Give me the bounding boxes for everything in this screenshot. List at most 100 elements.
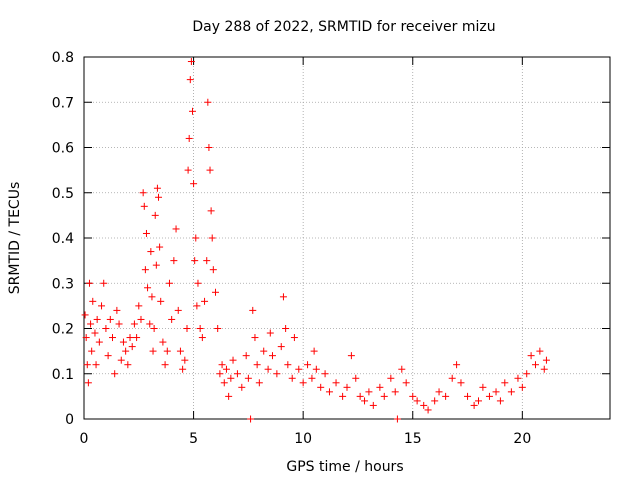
data-point (253, 361, 261, 369)
data-point (457, 379, 465, 387)
data-point (470, 401, 478, 409)
data-point (266, 329, 274, 337)
data-point (277, 343, 285, 351)
data-point (170, 257, 178, 265)
data-point (206, 166, 214, 174)
data-point (387, 374, 395, 382)
data-point (83, 361, 91, 369)
data-point (279, 293, 287, 301)
data-point (442, 392, 450, 400)
data-point (168, 315, 176, 323)
chart-title: Day 288 of 2022, SRMTID for receiver miz… (192, 19, 495, 35)
data-point (225, 392, 233, 400)
data-point (507, 388, 515, 396)
data-point (332, 379, 340, 387)
data-point (424, 406, 432, 414)
data-point (321, 370, 329, 378)
data-point (273, 370, 281, 378)
data-point (492, 388, 500, 396)
data-point (376, 383, 384, 391)
data-point (119, 338, 127, 346)
data-point (183, 325, 191, 332)
data-point (393, 415, 401, 423)
data-point (540, 365, 548, 373)
y-tick-label: 0.8 (52, 50, 74, 66)
data-point (435, 388, 443, 396)
data-point (179, 365, 187, 373)
data-point (251, 334, 259, 342)
data-point (380, 392, 388, 400)
data-point (190, 180, 198, 188)
data-point (208, 234, 216, 242)
data-points (81, 58, 550, 423)
data-point (163, 347, 171, 355)
data-point (536, 347, 544, 355)
data-point (523, 370, 531, 378)
data-point (124, 361, 132, 369)
data-point (82, 334, 90, 342)
data-point (198, 334, 206, 342)
data-point (135, 302, 143, 310)
data-point (151, 211, 159, 219)
data-point (147, 248, 155, 256)
data-point (201, 297, 209, 305)
data-point (122, 347, 130, 355)
data-point (188, 107, 196, 115)
data-point (137, 315, 145, 323)
x-tick-label: 0 (80, 431, 89, 447)
data-point (413, 397, 421, 405)
data-point (229, 356, 237, 364)
data-point (402, 379, 410, 387)
data-point (268, 352, 276, 360)
data-point (193, 302, 201, 310)
data-point (95, 338, 103, 346)
data-point (128, 343, 136, 351)
data-point (165, 279, 173, 287)
data-point (347, 352, 355, 360)
data-point (146, 320, 154, 328)
data-point (295, 365, 303, 373)
data-point (214, 325, 222, 332)
data-point (304, 361, 312, 369)
data-point (227, 374, 235, 382)
data-point (111, 370, 119, 378)
data-point (222, 365, 230, 373)
data-point (153, 184, 161, 192)
data-point (485, 392, 493, 400)
x-axis-ticks: 0 5 10 15 20 (80, 57, 531, 447)
data-point (212, 288, 219, 296)
data-point (448, 374, 456, 382)
data-point (184, 166, 192, 174)
data-point (325, 388, 333, 396)
data-point (150, 325, 158, 332)
y-tick-label: 0.5 (52, 186, 74, 202)
data-point (453, 361, 461, 369)
data-point (115, 320, 123, 328)
data-point (102, 325, 110, 332)
data-point (117, 356, 125, 364)
data-point (527, 352, 535, 360)
y-tick-label: 0.2 (52, 322, 74, 338)
data-point (317, 383, 325, 391)
data-point (172, 225, 180, 233)
data-point (361, 397, 369, 405)
data-point (209, 266, 217, 274)
data-point (176, 347, 184, 355)
data-point (207, 207, 215, 215)
data-point (308, 374, 316, 382)
data-point (204, 98, 212, 106)
data-point (106, 315, 114, 323)
data-point (299, 379, 307, 387)
data-point (93, 315, 101, 323)
y-tick-label: 0.4 (52, 231, 74, 247)
data-point (475, 397, 482, 405)
data-point (514, 374, 522, 382)
data-point (148, 293, 156, 301)
data-point (84, 379, 92, 387)
data-point (420, 401, 428, 409)
data-point (518, 383, 526, 391)
data-point (92, 361, 100, 369)
data-point (238, 383, 246, 391)
y-tick-label: 0.1 (52, 367, 74, 383)
data-point (149, 347, 157, 355)
